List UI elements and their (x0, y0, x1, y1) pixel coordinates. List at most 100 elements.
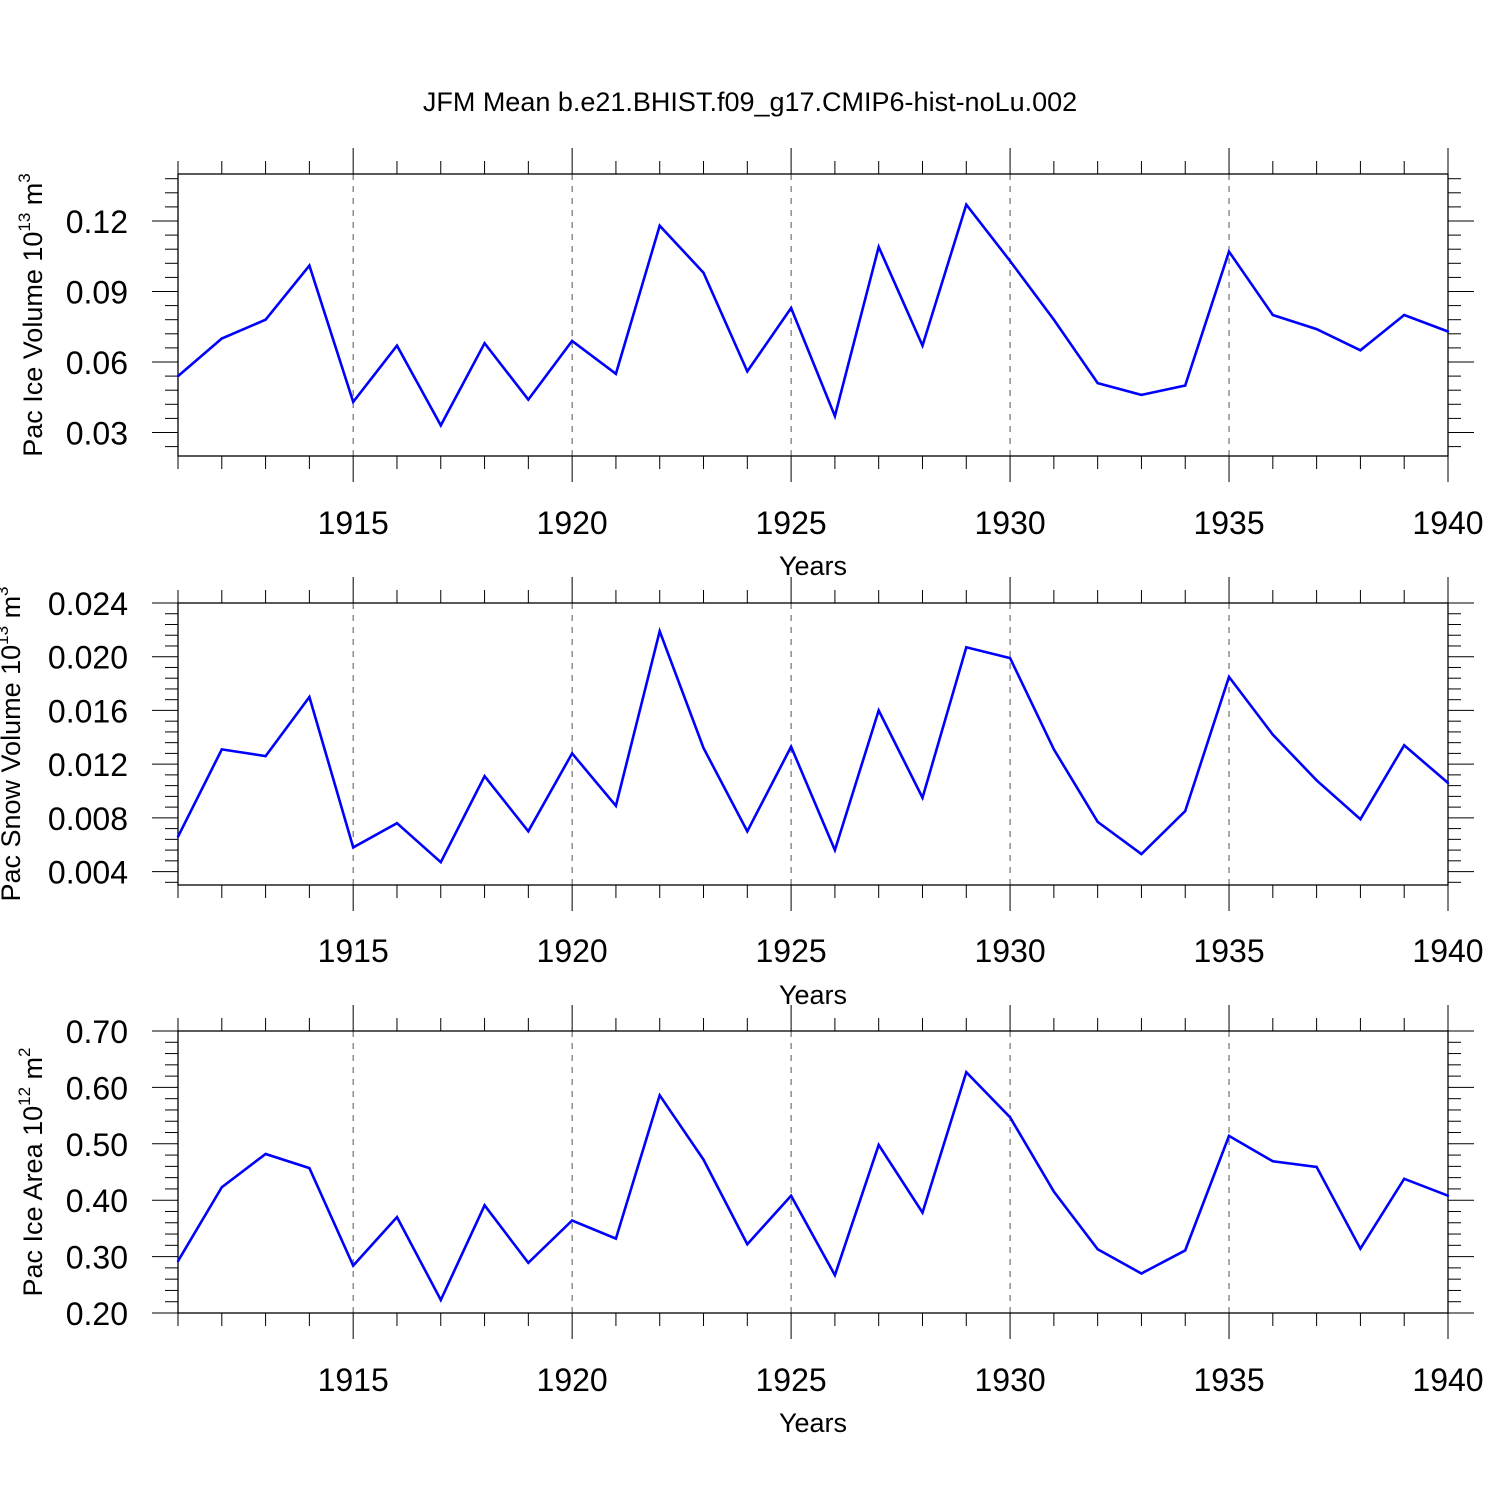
x-tick-label: 1925 (756, 505, 827, 541)
data-point (877, 1143, 880, 1147)
data-point (1227, 675, 1231, 679)
data-point (965, 203, 968, 206)
data-point (789, 306, 793, 310)
x-axis-label: Years (779, 1408, 847, 1438)
y-tick-label: 0.50 (66, 1127, 128, 1163)
data-point (833, 848, 837, 852)
data-point (1096, 381, 1099, 385)
series-line (176, 1069, 1449, 1303)
data-point (658, 1094, 661, 1097)
plot-frame (177, 1030, 1449, 1314)
data-point (789, 1194, 793, 1197)
x-tick-label: 1925 (756, 1362, 827, 1398)
data-point (1008, 656, 1012, 660)
y-tick-label: 0.03 (66, 416, 128, 452)
x-tick-label: 1915 (318, 505, 389, 541)
data-point (1052, 1190, 1056, 1193)
data-point (308, 695, 311, 699)
data-point (702, 1158, 705, 1161)
data-point (1403, 313, 1406, 317)
data-point (395, 1215, 399, 1219)
data-point (746, 830, 749, 833)
data-point (264, 318, 267, 321)
data-point (483, 342, 486, 345)
data-point (483, 1204, 486, 1207)
y-tick-label: 0.09 (66, 275, 128, 311)
data-point (527, 1261, 530, 1265)
x-tick-label: 1935 (1193, 933, 1264, 969)
y-tick-label: 0.016 (48, 693, 128, 729)
x-tick-label: 1930 (974, 1362, 1045, 1398)
y-tick-label: 0.20 (66, 1296, 128, 1332)
data-point (1096, 1248, 1099, 1251)
data-point (833, 414, 837, 418)
data-point (1403, 1177, 1406, 1180)
data-point (1315, 1165, 1318, 1169)
data-point (570, 339, 574, 343)
data-point (921, 344, 924, 347)
data-point (1271, 1160, 1275, 1163)
data-point (351, 846, 355, 849)
data-point (877, 709, 880, 712)
x-tick-label: 1915 (318, 933, 389, 969)
x-axis-label: Years (779, 980, 847, 1010)
x-tick-label: 1920 (537, 1362, 608, 1398)
data-point (965, 1070, 968, 1074)
y-tick-label: 0.70 (66, 1014, 128, 1050)
y-tick-label: 0.024 (48, 586, 128, 622)
data-point (176, 1259, 180, 1263)
y-axis-label: Pac Snow Volume 1013 m3 (0, 586, 26, 901)
y-tick-label: 0.40 (66, 1183, 128, 1219)
x-tick-label: 1915 (318, 1362, 389, 1398)
data-point (570, 1219, 574, 1222)
data-point (1446, 781, 1450, 785)
data-point (746, 370, 749, 373)
x-tick-label: 1935 (1193, 505, 1264, 541)
data-point (351, 400, 355, 404)
x-tick-label: 1940 (1412, 933, 1483, 969)
data-point (308, 1166, 311, 1170)
data-point (1446, 1194, 1450, 1197)
data-point (1184, 809, 1187, 813)
data-point (1271, 733, 1275, 736)
data-point (308, 264, 311, 267)
data-point (614, 372, 618, 375)
data-point (220, 748, 223, 751)
data-point (1227, 1134, 1231, 1138)
data-point (176, 835, 180, 838)
y-tick-label: 0.06 (66, 345, 128, 381)
series-line (176, 626, 1449, 865)
data-point (439, 860, 442, 864)
data-point (658, 630, 661, 633)
data-point (1052, 748, 1056, 751)
data-point (1359, 1247, 1362, 1250)
data-point (1315, 327, 1318, 331)
data-point (965, 646, 968, 649)
data-point (1359, 349, 1362, 352)
data-point (439, 1298, 442, 1302)
data-point (877, 245, 880, 249)
data-point (527, 398, 530, 401)
x-axis-label: Years (779, 551, 847, 581)
data-point (1271, 313, 1275, 317)
data-point (746, 1242, 749, 1246)
data-point (702, 271, 705, 274)
data-point (176, 374, 180, 378)
data-point (1140, 1272, 1143, 1275)
y-axis-label: Pac Ice Volume 1013 m3 (15, 173, 48, 457)
data-point (702, 746, 705, 750)
data-point (833, 1274, 837, 1277)
plot-frame (177, 173, 1449, 457)
y-tick-label: 0.008 (48, 801, 128, 837)
data-point (614, 804, 618, 807)
data-point (1052, 318, 1056, 321)
data-point (1227, 250, 1231, 253)
data-point (1140, 393, 1143, 397)
x-tick-label: 1930 (974, 505, 1045, 541)
data-point (264, 754, 267, 758)
series-line (177, 201, 1449, 429)
data-point (658, 224, 661, 227)
x-tick-label: 1930 (974, 933, 1045, 969)
y-tick-label: 0.12 (66, 204, 128, 240)
data-point (921, 796, 924, 799)
